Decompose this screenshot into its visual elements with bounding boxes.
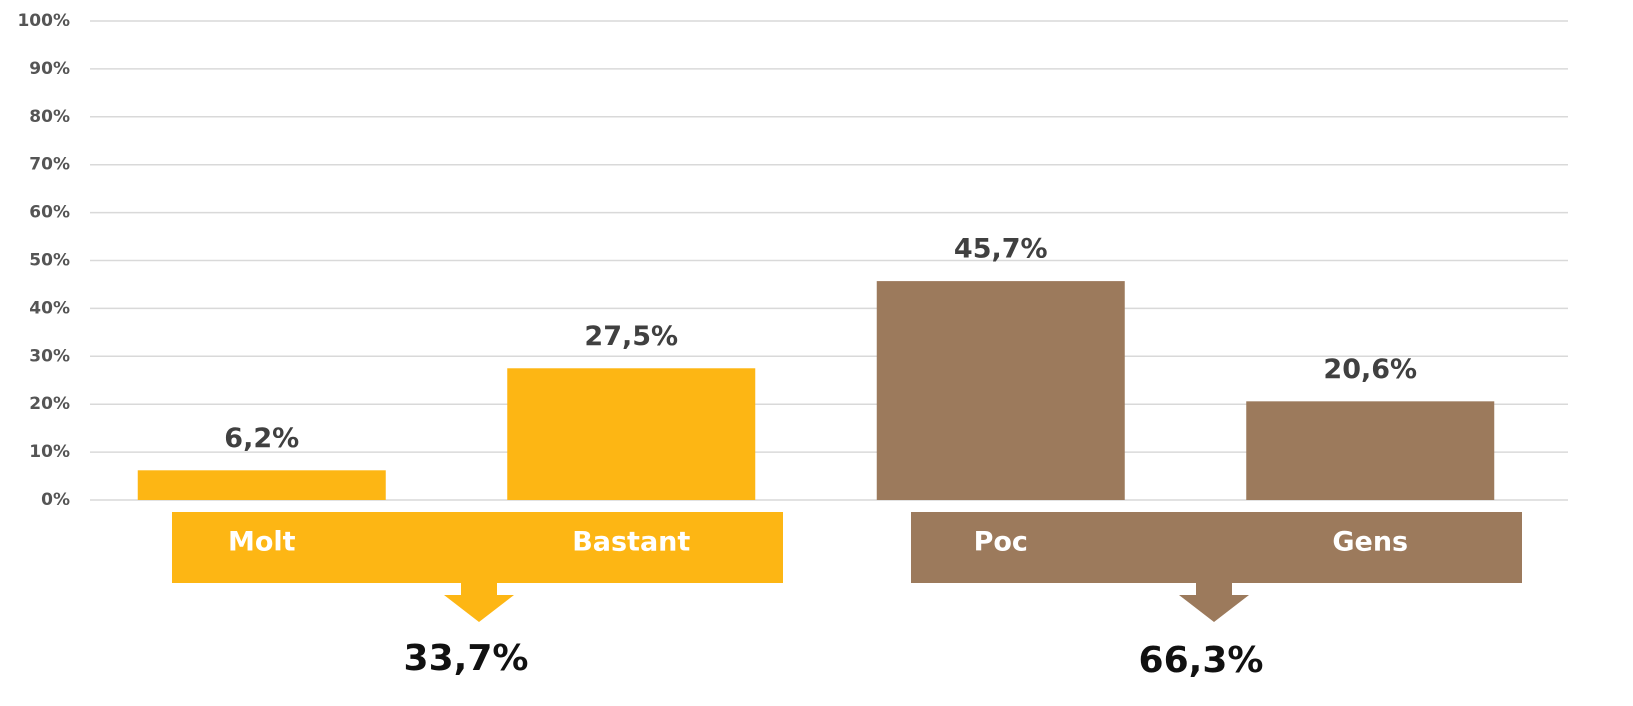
group-total: 33,7%: [404, 638, 529, 679]
value-label: 6,2%: [224, 423, 299, 454]
y-tick-label: 70%: [29, 155, 70, 175]
group-box: [172, 512, 783, 583]
category-label: Molt: [228, 527, 296, 558]
value-label: 27,5%: [584, 321, 678, 352]
group-total: 66,3%: [1139, 640, 1264, 681]
y-tick-label: 0%: [41, 490, 70, 510]
category-label: Gens: [1332, 527, 1408, 558]
bar: [137, 470, 386, 500]
y-tick-label: 60%: [29, 203, 70, 223]
category-label: Bastant: [572, 527, 690, 558]
y-tick-label: 20%: [29, 394, 70, 414]
group-arrow: [1179, 583, 1249, 622]
y-tick-label: 30%: [29, 346, 70, 366]
group-box: [911, 512, 1522, 583]
y-tick-label: 80%: [29, 107, 70, 127]
value-label: 45,7%: [954, 234, 1048, 265]
y-tick-label: 90%: [29, 59, 70, 79]
y-tick-label: 100%: [17, 11, 70, 31]
category-label: Poc: [974, 527, 1028, 558]
bar: [1246, 401, 1495, 500]
value-label: 20,6%: [1323, 354, 1417, 385]
group-arrow: [444, 583, 514, 622]
y-tick-label: 40%: [29, 298, 70, 318]
bar: [876, 281, 1125, 500]
bar: [507, 368, 756, 500]
y-tick-label: 50%: [29, 251, 70, 271]
y-tick-label: 10%: [29, 442, 70, 462]
